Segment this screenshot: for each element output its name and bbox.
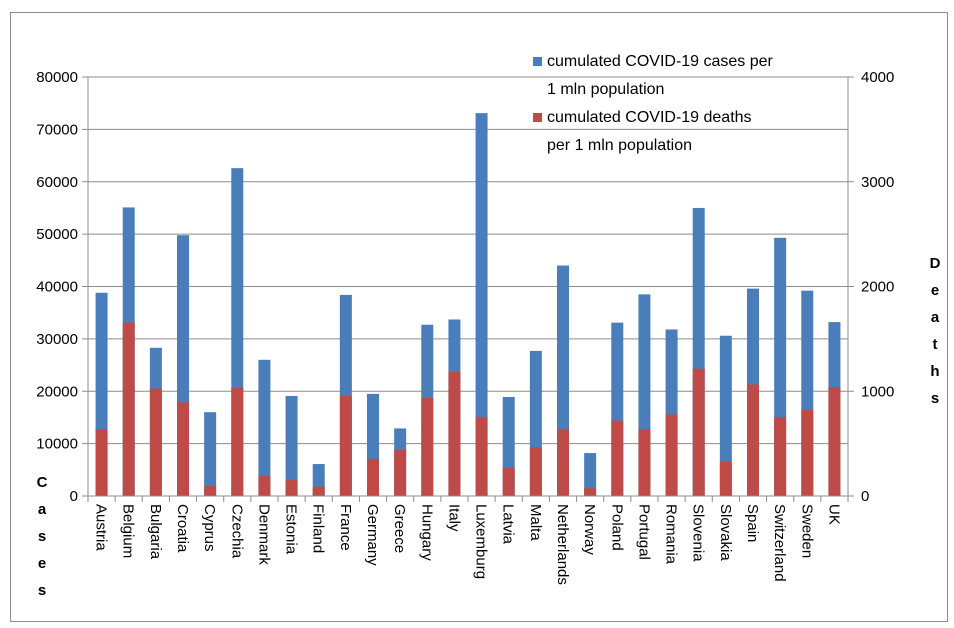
- bar-cases: [584, 453, 597, 496]
- x-tick-label: Sweden: [798, 504, 815, 558]
- y-right-axis-label-letter: h: [930, 363, 939, 380]
- x-tick-label: Denmark: [255, 504, 272, 565]
- y-right-axis-label-letter: s: [931, 390, 939, 407]
- bar-cases: [285, 395, 298, 496]
- x-tick-label: Italy: [445, 504, 462, 532]
- bar-deaths: [638, 428, 651, 496]
- x-tick-label: Greece: [391, 504, 408, 553]
- bar-deaths: [502, 467, 515, 496]
- bar-deaths: [367, 458, 379, 496]
- bar-deaths: [557, 428, 569, 496]
- x-tick-label: Poland: [608, 504, 625, 551]
- bar-deaths: [394, 449, 407, 496]
- y-right-axis-label-letter: e: [931, 282, 939, 299]
- x-tick-label: Romania: [663, 504, 680, 565]
- x-tick-label: UK: [825, 504, 842, 525]
- y-left-tick-label: 70000: [36, 121, 78, 138]
- x-tick-label: Estonia: [283, 504, 300, 555]
- x-tick-label: Austria: [93, 504, 110, 551]
- y-right-tick-label: 4000: [861, 69, 894, 86]
- legend-label-cases: cumulated COVID-19 cases per 1 mln popula…: [547, 53, 774, 98]
- y-right-axis-label-letter: t: [933, 336, 938, 353]
- x-tick-label: Switzerland: [771, 504, 788, 582]
- bar-deaths: [312, 486, 325, 496]
- x-tick-label: Netherlands: [554, 504, 571, 585]
- legend-swatch-cases: [533, 57, 542, 66]
- y-left-axis-label-letter: C: [37, 474, 48, 491]
- bar-deaths: [258, 475, 271, 496]
- y-left-tick-label: 10000: [36, 436, 78, 453]
- bar-deaths: [774, 416, 787, 496]
- y-left-axis-label-letter: a: [38, 501, 47, 518]
- x-tick-label: France: [337, 504, 354, 551]
- bar-deaths: [801, 410, 814, 496]
- legend-label-deaths: cumulated COVID-19 deaths per 1 mln popul…: [547, 109, 752, 154]
- y-right-tick-label: 3000: [861, 174, 894, 191]
- x-tick-label: Belgium: [120, 504, 137, 558]
- legend-swatch-deaths: [533, 113, 542, 122]
- y-left-tick-label: 80000: [36, 69, 78, 86]
- x-tick-label: Cyprus: [201, 504, 218, 552]
- bar-deaths: [529, 447, 542, 496]
- bar-deaths: [339, 395, 352, 496]
- x-tick-label: Malta: [527, 504, 544, 541]
- bar-deaths: [122, 322, 135, 496]
- x-tick-label: Latvia: [500, 504, 517, 545]
- x-tick-label: Norway: [581, 504, 598, 555]
- y-right-axis-label-letter: a: [931, 309, 940, 326]
- bar-deaths: [448, 371, 461, 496]
- bar-deaths: [611, 420, 624, 496]
- bar-deaths: [692, 368, 705, 496]
- y-right-tick-label: 1000: [861, 383, 894, 400]
- bar-cases: [475, 113, 488, 497]
- bar-deaths: [421, 398, 434, 496]
- x-tick-label: Slovenia: [690, 504, 707, 562]
- bar-deaths: [584, 488, 597, 496]
- bar-deaths: [719, 461, 732, 496]
- y-left-tick-label: 60000: [36, 174, 78, 191]
- x-tick-label: Finland: [310, 504, 327, 553]
- x-tick-label: Luxemburg: [473, 504, 490, 579]
- bar-deaths: [475, 416, 488, 496]
- y-left-tick-label: 20000: [36, 383, 78, 400]
- x-tick-label: Hungary: [418, 504, 435, 561]
- bar-deaths: [828, 387, 841, 496]
- bar-deaths: [747, 384, 759, 496]
- bar-deaths: [177, 402, 189, 496]
- x-tick-label: Czechia: [228, 504, 245, 559]
- x-tick-label: Portugal: [635, 504, 652, 560]
- x-tick-label: Germany: [364, 504, 381, 566]
- bar-cases: [204, 412, 217, 496]
- bar-cases: [258, 359, 271, 496]
- x-tick-label: Bulgaria: [147, 504, 164, 560]
- bar-deaths: [95, 428, 108, 496]
- y-left-axis-label-letter: e: [38, 555, 46, 572]
- bar-deaths: [149, 388, 162, 496]
- bar-deaths: [204, 486, 217, 496]
- y-right-tick-label: 2000: [861, 279, 894, 296]
- y-left-axis-label-letter: s: [38, 582, 46, 599]
- y-left-tick-label: 40000: [36, 279, 78, 296]
- x-tick-label: Slovakia: [717, 504, 734, 561]
- y-left-tick-label: 50000: [36, 226, 78, 243]
- bar-deaths: [231, 387, 244, 496]
- bar-deaths: [285, 479, 298, 496]
- x-tick-label: Spain: [744, 504, 761, 542]
- chart-frame: [10, 12, 948, 622]
- bar-deaths: [665, 414, 678, 496]
- bar-cases: [719, 335, 732, 496]
- y-right-axis-label-letter: D: [930, 255, 941, 272]
- y-left-tick-label: 30000: [36, 331, 78, 348]
- y-left-tick-label: 0: [70, 488, 78, 505]
- y-left-axis-label-letter: s: [38, 528, 46, 545]
- x-tick-label: Croatia: [174, 504, 191, 553]
- y-right-tick-label: 0: [861, 488, 869, 505]
